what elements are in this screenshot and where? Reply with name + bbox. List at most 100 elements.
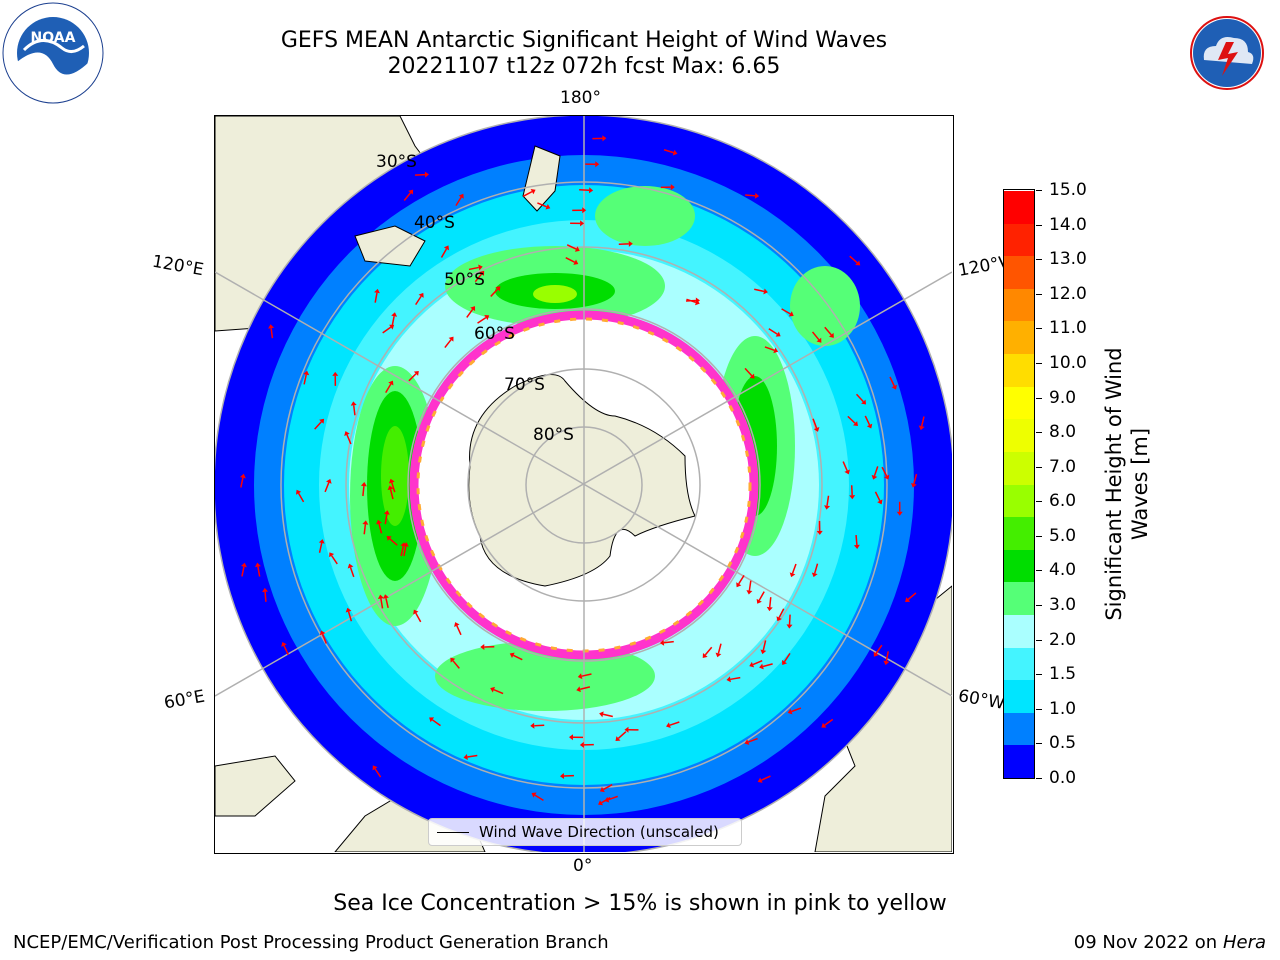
wave-direction-arrow [331, 555, 338, 565]
wave-direction-arrowhead [788, 311, 794, 317]
noaa-logo-text: NOAA [31, 30, 76, 46]
date-text: 09 Nov 2022 on [1073, 932, 1218, 953]
wave-direction-arrowhead [604, 796, 610, 803]
wave-direction-arrowhead [303, 370, 310, 376]
wave-direction-arrowhead [490, 686, 496, 693]
wave-direction-arrowhead [871, 474, 878, 480]
wave-direction-arrowhead [615, 736, 621, 742]
wave-direction-arrow [493, 688, 504, 695]
wave-direction-arrow [907, 592, 917, 600]
wave-direction-arrow [913, 473, 918, 484]
wave-direction-arrowhead [599, 786, 605, 793]
wave-direction-arrow [468, 266, 479, 271]
wave-direction-arrowhead [579, 741, 584, 748]
date-stamp: 09 Nov 2022 on Hera [1074, 932, 1266, 953]
wave-direction-arrow [744, 367, 753, 377]
wave-direction-arrowhead [318, 539, 325, 544]
wave-direction-arrow [762, 663, 773, 668]
wave-direction-arrow [885, 651, 889, 662]
lat-label-80s: 80°S [533, 425, 574, 445]
colorbar-tick-label: 5.0 [1049, 525, 1077, 546]
wave-direction-arrowhead [574, 246, 580, 252]
wave-direction-arrowhead [844, 469, 850, 475]
colorbar-tick [1036, 570, 1042, 572]
map-legend: Wind Wave Direction (unscaled) [428, 818, 742, 846]
wave-direction-arrowhead [239, 473, 246, 479]
wave-direction-arrowhead [478, 264, 483, 271]
wave-direction-arrowhead [429, 717, 435, 723]
wave-direction-arrow [522, 190, 533, 197]
wave-direction-arrow [768, 328, 778, 335]
wave-direction-arrow [283, 645, 289, 655]
colorbar-segment [1004, 712, 1034, 746]
wave-direction-arrowhead [509, 652, 515, 658]
wave-direction-arrowhead [811, 572, 818, 578]
wave-direction-arrowhead [773, 347, 779, 354]
wave-direction-arrow [352, 405, 356, 416]
colorbar-tick-label: 1.5 [1049, 664, 1077, 685]
colorbar-tick [1036, 259, 1042, 261]
wave-direction-arrow [431, 719, 441, 727]
wave-direction-arrow [758, 591, 765, 601]
wave-direction-arrowhead [360, 482, 367, 487]
wave-direction-arrow [391, 316, 395, 327]
colorbar-segment [1004, 386, 1034, 420]
wave-direction-arrowhead [821, 722, 827, 728]
wave-direction-arrowhead [824, 505, 831, 510]
colorbar-tick [1036, 190, 1042, 191]
wave-direction-arrowhead [376, 519, 382, 525]
wave-direction-arrowhead [388, 478, 395, 484]
wave-direction-arrow [565, 257, 576, 263]
lat-label-50s: 50°S [444, 270, 485, 290]
wave-direction-arrow [580, 686, 591, 690]
wave-direction-arrowhead [787, 708, 793, 715]
wave-direction-arrowhead [816, 337, 822, 343]
colorbar-segment [1004, 418, 1034, 452]
wave-direction-arrow [581, 673, 592, 677]
wave-direction-arrowhead [580, 220, 585, 227]
wave-direction-arrow [847, 415, 856, 424]
wave-direction-arrowhead [695, 299, 700, 306]
wave-direction-arrowhead [754, 192, 760, 199]
wave-direction-arrowhead [573, 259, 579, 265]
wave-direction-arrowhead [624, 726, 629, 733]
lon-label-180: 180° [560, 88, 601, 108]
wave-direction-arrowhead [383, 510, 390, 515]
wave-direction-arrow [324, 482, 330, 493]
wave-direction-arrow [875, 644, 883, 654]
wave-direction-arrowhead [424, 171, 430, 178]
credit-text: NCEP/EMC/Verification Post Processing Pr… [13, 932, 609, 953]
wave-direction-arrowhead [479, 270, 485, 276]
wave-direction-arrowhead [786, 624, 793, 629]
colorbar-tick-label: 14.0 [1049, 214, 1087, 235]
wave-direction-arrow [512, 654, 523, 661]
wave-direction-arrow [762, 640, 767, 651]
wave-direction-arrow [812, 418, 818, 429]
wave-direction-arrow [297, 492, 305, 503]
wave-direction-arrowhead [383, 594, 389, 599]
wave-direction-arrow [534, 724, 545, 727]
wave-direction-arrowhead [443, 245, 450, 251]
wave-direction-arrowhead [319, 630, 326, 636]
wave-direction-arrowhead [559, 773, 565, 780]
wave-direction-arrow [477, 316, 487, 324]
wave-direction-arrowhead [454, 622, 460, 627]
wave-direction-arrow [768, 597, 772, 608]
lat-label-70s: 70°S [504, 375, 545, 395]
colorbar-tick-label: 12.0 [1049, 283, 1087, 304]
wave-direction-arrowhead [391, 312, 398, 317]
colorbar-tick-label: 1.0 [1049, 698, 1077, 719]
colorbar-tick-label: 15.0 [1049, 180, 1087, 200]
colorbar-tick [1036, 639, 1042, 641]
wave-direction-arrow [669, 721, 680, 726]
nws-logo [1177, 3, 1277, 103]
wave-direction-arrow [389, 538, 398, 546]
wave-direction-arrowhead [344, 431, 350, 436]
wave-direction-arrowhead [910, 482, 917, 488]
wave-direction-arrow [384, 514, 388, 525]
wave-direction-arrowhead [254, 562, 261, 568]
wave-direction-arrowhead [813, 427, 820, 432]
wave-direction-arrow [474, 273, 483, 283]
colorbar-tick-label: 0.5 [1049, 733, 1077, 754]
wave-direction-arrow [380, 598, 384, 609]
